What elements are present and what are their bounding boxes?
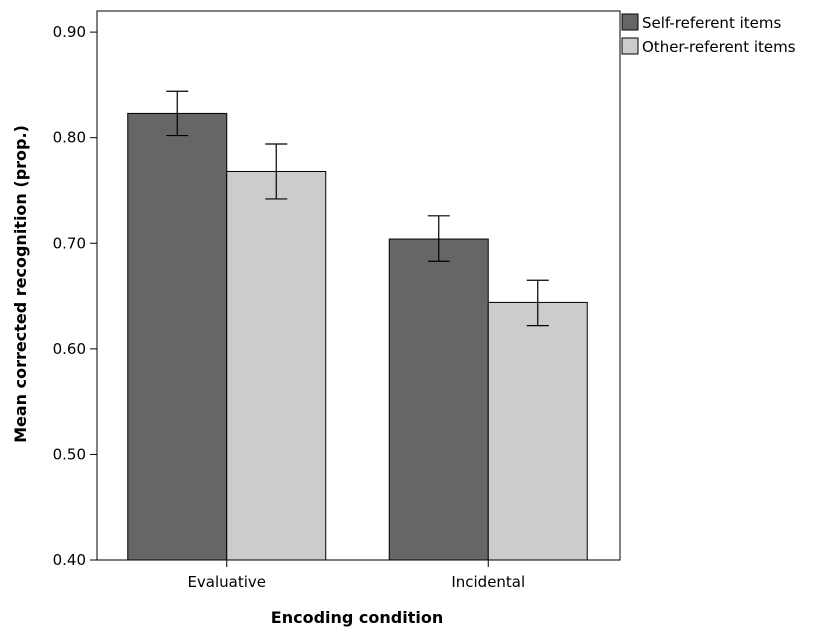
- y-tick-label: 0.80: [53, 129, 86, 147]
- legend-swatch: [621, 37, 639, 55]
- legend-swatch: [621, 13, 639, 31]
- y-axis: 0.40 0.50 0.60 0.70 0.80 0.90: [53, 23, 97, 569]
- legend-label: Other-referent items: [642, 38, 796, 56]
- y-tick-label: 0.50: [53, 445, 86, 463]
- bar: [127, 112, 228, 561]
- y-tick-label: 0.70: [53, 234, 86, 252]
- x-tick-label: Evaluative: [187, 573, 266, 591]
- bar: [487, 301, 588, 561]
- x-axis: Evaluative Incidental: [187, 560, 525, 591]
- bar: [388, 238, 489, 561]
- bars: [127, 112, 588, 561]
- y-tick-label: 0.90: [53, 23, 86, 41]
- bar: [226, 170, 327, 561]
- y-tick-label: 0.60: [53, 340, 86, 358]
- legend-label: Self-referent items: [642, 14, 781, 32]
- x-tick-label: Incidental: [451, 573, 525, 591]
- y-tick-label: 0.40: [53, 551, 86, 569]
- y-axis-title: Mean corrected recognition (prop.): [11, 125, 30, 443]
- error-bars: [166, 90, 549, 327]
- legend: Self-referent items Other-referent items: [621, 13, 796, 56]
- x-axis-title: Encoding condition: [271, 608, 443, 627]
